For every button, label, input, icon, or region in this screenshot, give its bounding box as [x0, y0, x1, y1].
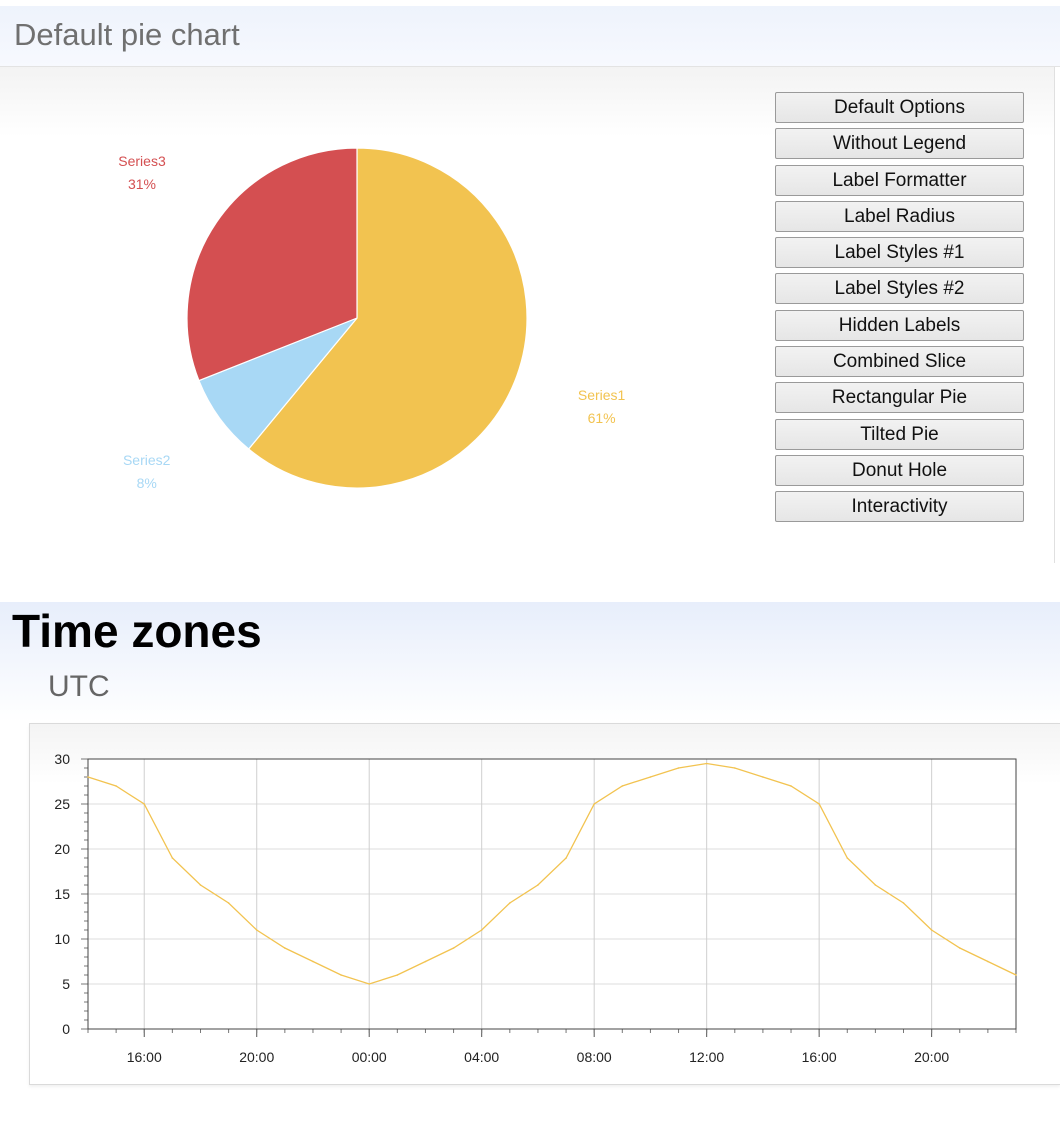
x-tick-label: 12:00	[689, 1049, 724, 1065]
rectangular-pie-button[interactable]: Rectangular Pie	[775, 382, 1024, 414]
data-point	[677, 767, 680, 769]
data-point	[846, 857, 849, 859]
data-point	[368, 983, 371, 985]
y-tick-label: 20	[54, 841, 70, 857]
interactivity-button[interactable]: Interactivity	[775, 491, 1024, 523]
label-styles-2-button[interactable]: Label Styles #2	[775, 273, 1024, 305]
series-line-0	[87, 762, 1017, 985]
tilted-pie-button[interactable]: Tilted Pie	[775, 418, 1024, 450]
data-point	[762, 776, 764, 778]
data-point	[930, 929, 933, 931]
label-radius-button[interactable]: Label Radius	[775, 200, 1024, 232]
label-formatter-button[interactable]: Label Formatter	[775, 164, 1024, 196]
combined-slice-button[interactable]: Combined Slice	[775, 346, 1024, 378]
y-tick-label: 25	[54, 796, 70, 812]
x-tick-label: 20:00	[914, 1049, 949, 1065]
pie-label-series3-percent: 31%	[128, 176, 156, 192]
data-point	[790, 785, 792, 787]
hidden-labels-button[interactable]: Hidden Labels	[775, 309, 1024, 341]
pie-label-series2-percent: 8%	[137, 475, 157, 491]
data-point	[565, 857, 567, 859]
pie-label-series2-name: Series2	[123, 452, 171, 468]
data-point	[480, 929, 483, 931]
data-point	[649, 776, 652, 778]
data-point	[452, 947, 455, 949]
utc-subtitle: UTC	[48, 670, 110, 703]
data-point	[143, 803, 145, 805]
data-point	[312, 960, 314, 963]
default-options-button[interactable]: Default Options	[775, 92, 1024, 123]
data-point	[621, 785, 624, 787]
pie-label-series1-name: Series1	[578, 387, 626, 403]
data-point	[987, 960, 989, 963]
data-point	[593, 803, 595, 805]
pie-slice-series3	[186, 147, 358, 382]
data-point	[424, 960, 427, 963]
y-tick-label: 30	[54, 751, 70, 767]
y-tick-label: 15	[54, 886, 70, 902]
data-point	[87, 776, 89, 778]
data-point	[340, 974, 342, 976]
x-tick-label: 08:00	[577, 1049, 612, 1065]
without-legend-button[interactable]: Without Legend	[775, 128, 1024, 160]
donut-hole-button[interactable]: Donut Hole	[775, 454, 1024, 486]
x-tick-label: 00:00	[352, 1049, 387, 1065]
data-point	[396, 974, 399, 976]
data-point	[1015, 974, 1017, 976]
x-tick-label: 20:00	[239, 1049, 274, 1065]
plot-border	[87, 758, 1017, 1030]
pie-slice-series1	[247, 147, 528, 489]
pie-section-title: Default pie chart	[14, 17, 240, 52]
label-styles-1-button[interactable]: Label Styles #1	[775, 237, 1024, 269]
time-zones-title: Time zones	[12, 605, 262, 657]
data-point	[227, 902, 230, 904]
y-tick-label: 0	[62, 1021, 70, 1037]
time-zones-section-header: Time zones UTC	[0, 602, 1060, 722]
data-point	[902, 902, 905, 904]
data-point	[818, 803, 820, 805]
data-point	[171, 857, 174, 859]
pie-label-series3-name: Series3	[118, 153, 166, 169]
y-tick-label: 10	[54, 931, 70, 947]
x-tick-label: 04:00	[464, 1049, 499, 1065]
x-tick-label: 16:00	[127, 1049, 162, 1065]
data-point	[284, 947, 286, 949]
pie-label-series1-percent: 61%	[588, 410, 616, 426]
y-tick-label: 5	[62, 976, 70, 992]
data-point	[509, 902, 511, 904]
pie-options-button-group: Default Options Without Legend Label For…	[775, 92, 1024, 528]
data-point	[199, 884, 202, 886]
pie-chart: Series1 61% Series2 8% Series3 31%	[118, 147, 626, 491]
data-point	[255, 929, 258, 931]
data-point	[959, 947, 961, 949]
x-tick-label: 16:00	[802, 1049, 837, 1065]
line-chart-panel: 0 5 10 15 20 25 30 16:00 20:00 00:00 04:00 08:00 12:…	[29, 723, 1060, 1085]
pie-section-header: Default pie chart	[0, 6, 1060, 67]
data-point	[537, 884, 539, 886]
data-point	[115, 785, 117, 787]
data-point	[705, 762, 708, 765]
data-point	[874, 884, 877, 886]
line-chart: 0 5 10 15 20 25 30 16:00 20:00 00:00 04:00 08:00 12:…	[54, 751, 1017, 1065]
data-point	[734, 767, 736, 769]
